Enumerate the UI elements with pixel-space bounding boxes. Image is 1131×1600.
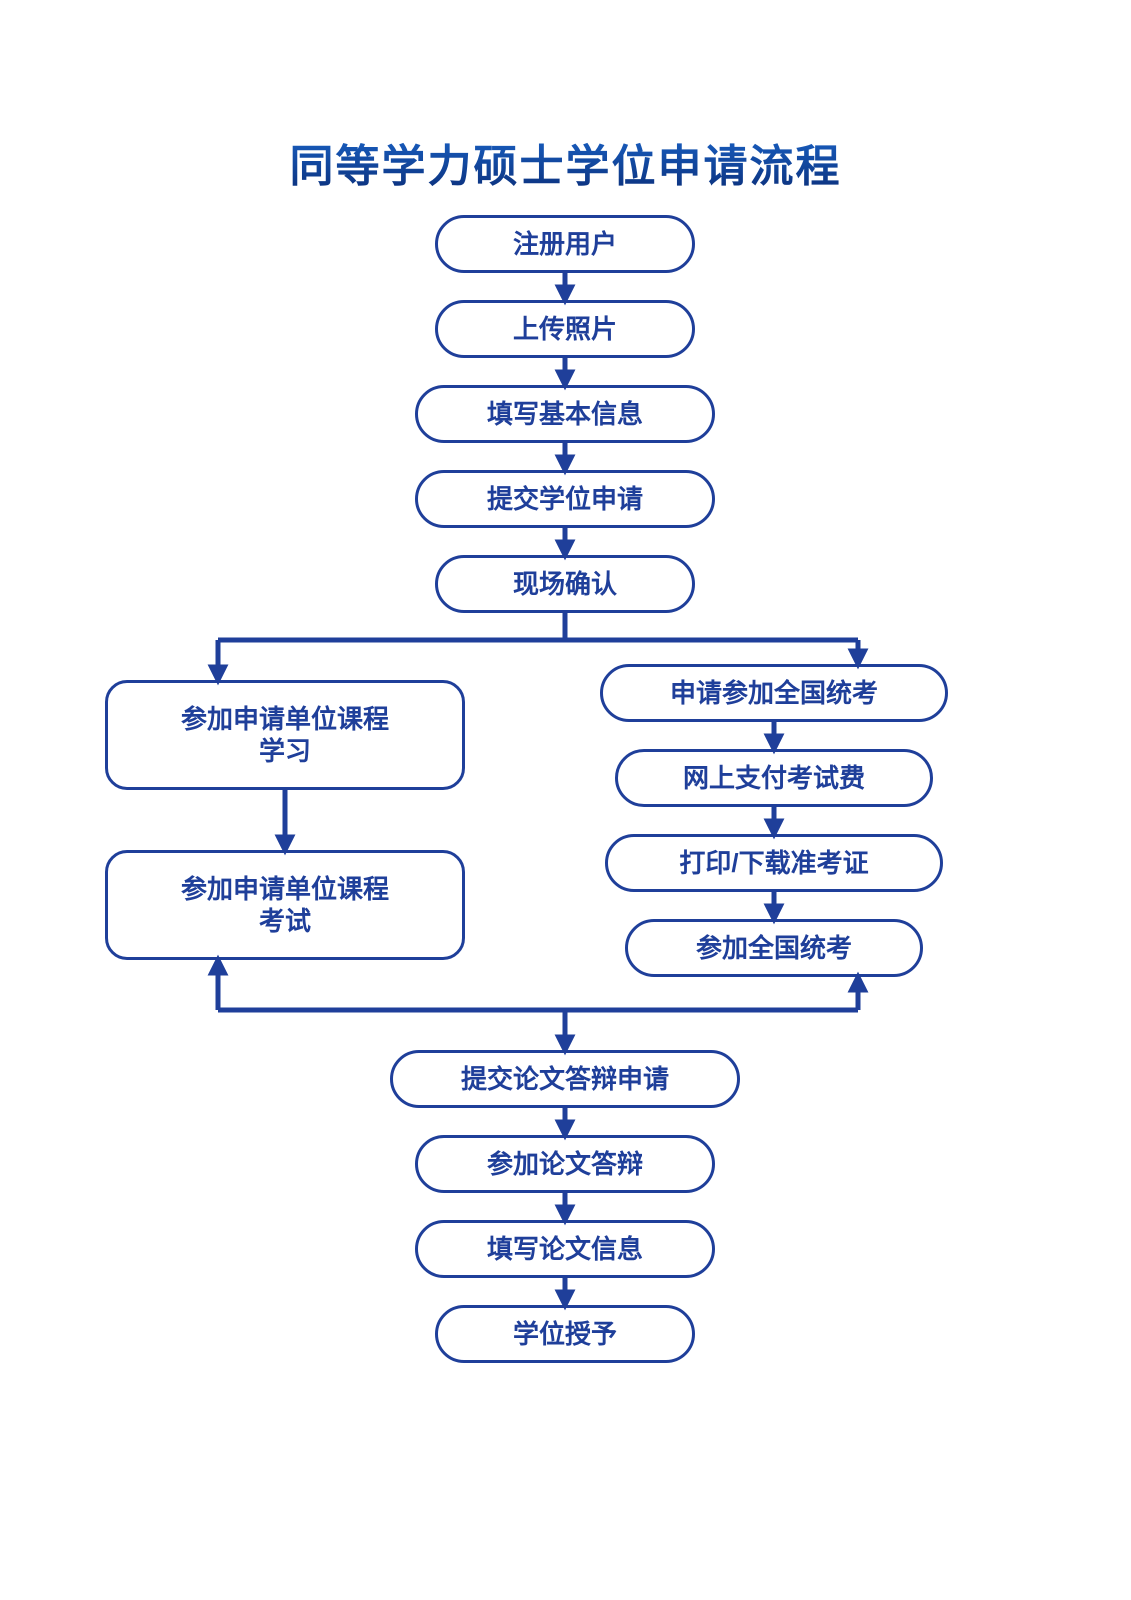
flow-node-n4: 提交学位申请 xyxy=(415,470,715,528)
flow-node-nL2: 参加申请单位课程 考试 xyxy=(105,850,465,960)
flow-node-nR3: 打印/下载准考证 xyxy=(605,834,943,892)
flow-node-n9: 学位授予 xyxy=(435,1305,695,1363)
flow-node-n8: 填写论文信息 xyxy=(415,1220,715,1278)
diagram-title: 同等学力硕士学位申请流程 xyxy=(0,130,1131,194)
flow-node-n6: 提交论文答辩申请 xyxy=(390,1050,740,1108)
flow-node-n2: 上传照片 xyxy=(435,300,695,358)
flow-node-nL1: 参加申请单位课程 学习 xyxy=(105,680,465,790)
flow-node-n1: 注册用户 xyxy=(435,215,695,273)
flow-node-n5: 现场确认 xyxy=(435,555,695,613)
flow-node-nR1: 申请参加全国统考 xyxy=(600,664,948,722)
flow-node-n7: 参加论文答辩 xyxy=(415,1135,715,1193)
flow-node-n3: 填写基本信息 xyxy=(415,385,715,443)
flowchart-stage: 同等学力硕士学位申请流程 注册用户上传照片填写基本信息提交学位申请现场确认参加申… xyxy=(0,0,1131,1600)
flow-node-nR4: 参加全国统考 xyxy=(625,919,923,977)
flow-node-nR2: 网上支付考试费 xyxy=(615,749,933,807)
